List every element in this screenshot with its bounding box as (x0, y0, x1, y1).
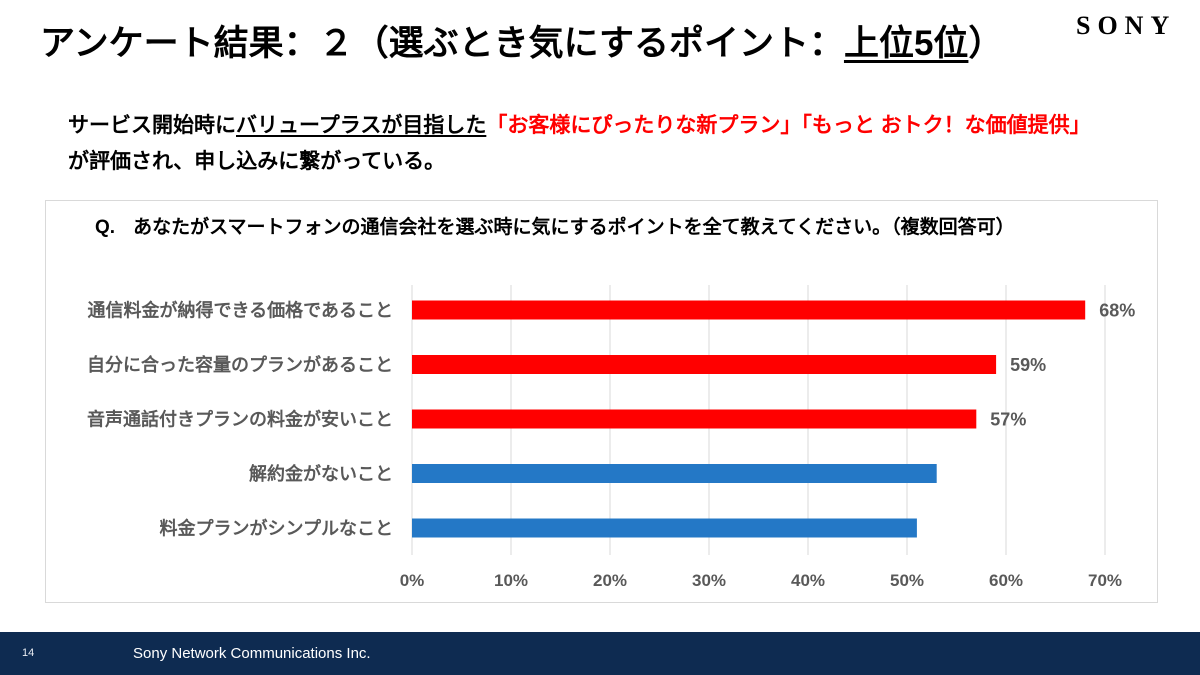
x-tick-label-70pct: 70% (1088, 571, 1122, 590)
bar-2 (412, 355, 997, 374)
x-tick-label-0pct: 0% (400, 571, 425, 590)
summary: サービス開始時にバリュープラスが目指した「お客様にぴったりな新プラン」「もっと … (68, 108, 1091, 180)
bar-chart: 0% 10% 20% 30% 40% 50% 60% 70% 通信料金が納得できる価格であること… (87, 285, 1135, 590)
data-label-1: 68% (1099, 301, 1135, 321)
category-label-2: 自分に合った容量のプランがあること (87, 354, 393, 375)
data-label-3: 57% (990, 410, 1026, 430)
survey-question: Q. あなたがスマートフォンの通信会社を選ぶ時に気にするポイントを全て教えてくださ… (95, 216, 1015, 240)
x-tick-label-20pct: 20% (593, 571, 627, 590)
category-label-5: 料金プランがシンプルなこと (160, 518, 393, 539)
x-tick-label-50pct: 50% (890, 571, 924, 590)
page-number: 14 (22, 647, 35, 659)
category-label-1: 通信料金が納得できる価格であること (88, 300, 393, 321)
footer: 14 Sony Network Communications Inc. (0, 632, 1200, 675)
slide-title: アンケート結果：２（選ぶとき気にするポイント：上位5位） (40, 20, 1003, 68)
title-highlight: 上位5位 (843, 24, 969, 63)
bar-3 (412, 409, 977, 429)
data-label-2: 59% (1010, 355, 1046, 375)
summary-highlight: 「お客様にぴったりな新プラン」「もっと おトク！な価値提供」 (486, 114, 1091, 137)
bar-1 (412, 300, 1086, 320)
question-text: あなたがスマートフォンの通信会社を選ぶ時に気にするポイントを全て教えてください。… (133, 217, 1015, 238)
title-close: ） (968, 24, 1004, 63)
x-tick-label-60pct: 60% (989, 571, 1023, 590)
category-label-4: 解約金がないこと (249, 463, 393, 484)
x-tick-label-30pct: 30% (692, 571, 726, 590)
summary-underlined: バリュープラスが目指した (236, 114, 487, 137)
sony-logo: SONY (1076, 11, 1177, 40)
bar-4 (412, 464, 937, 483)
summary-line-2: が評価され、申し込みに繋がっている。 (68, 150, 446, 173)
title-text: アンケート結果：２（選ぶとき気にするポイント： (40, 24, 844, 63)
company-name: Sony Network Communications Inc. (133, 645, 371, 662)
summary-line-1: サービス開始時にバリュープラスが目指した「お客様にぴったりな新プラン」「もっと … (68, 108, 1091, 144)
summary-lead: サービス開始時に (68, 114, 236, 137)
x-tick-label-10pct: 10% (494, 571, 528, 590)
bar-5 (412, 518, 917, 538)
question-label: Q. (95, 217, 116, 238)
x-tick-label-40pct: 40% (791, 571, 825, 590)
category-label-3: 音声通話付きプランの料金が安いこと (87, 409, 393, 430)
